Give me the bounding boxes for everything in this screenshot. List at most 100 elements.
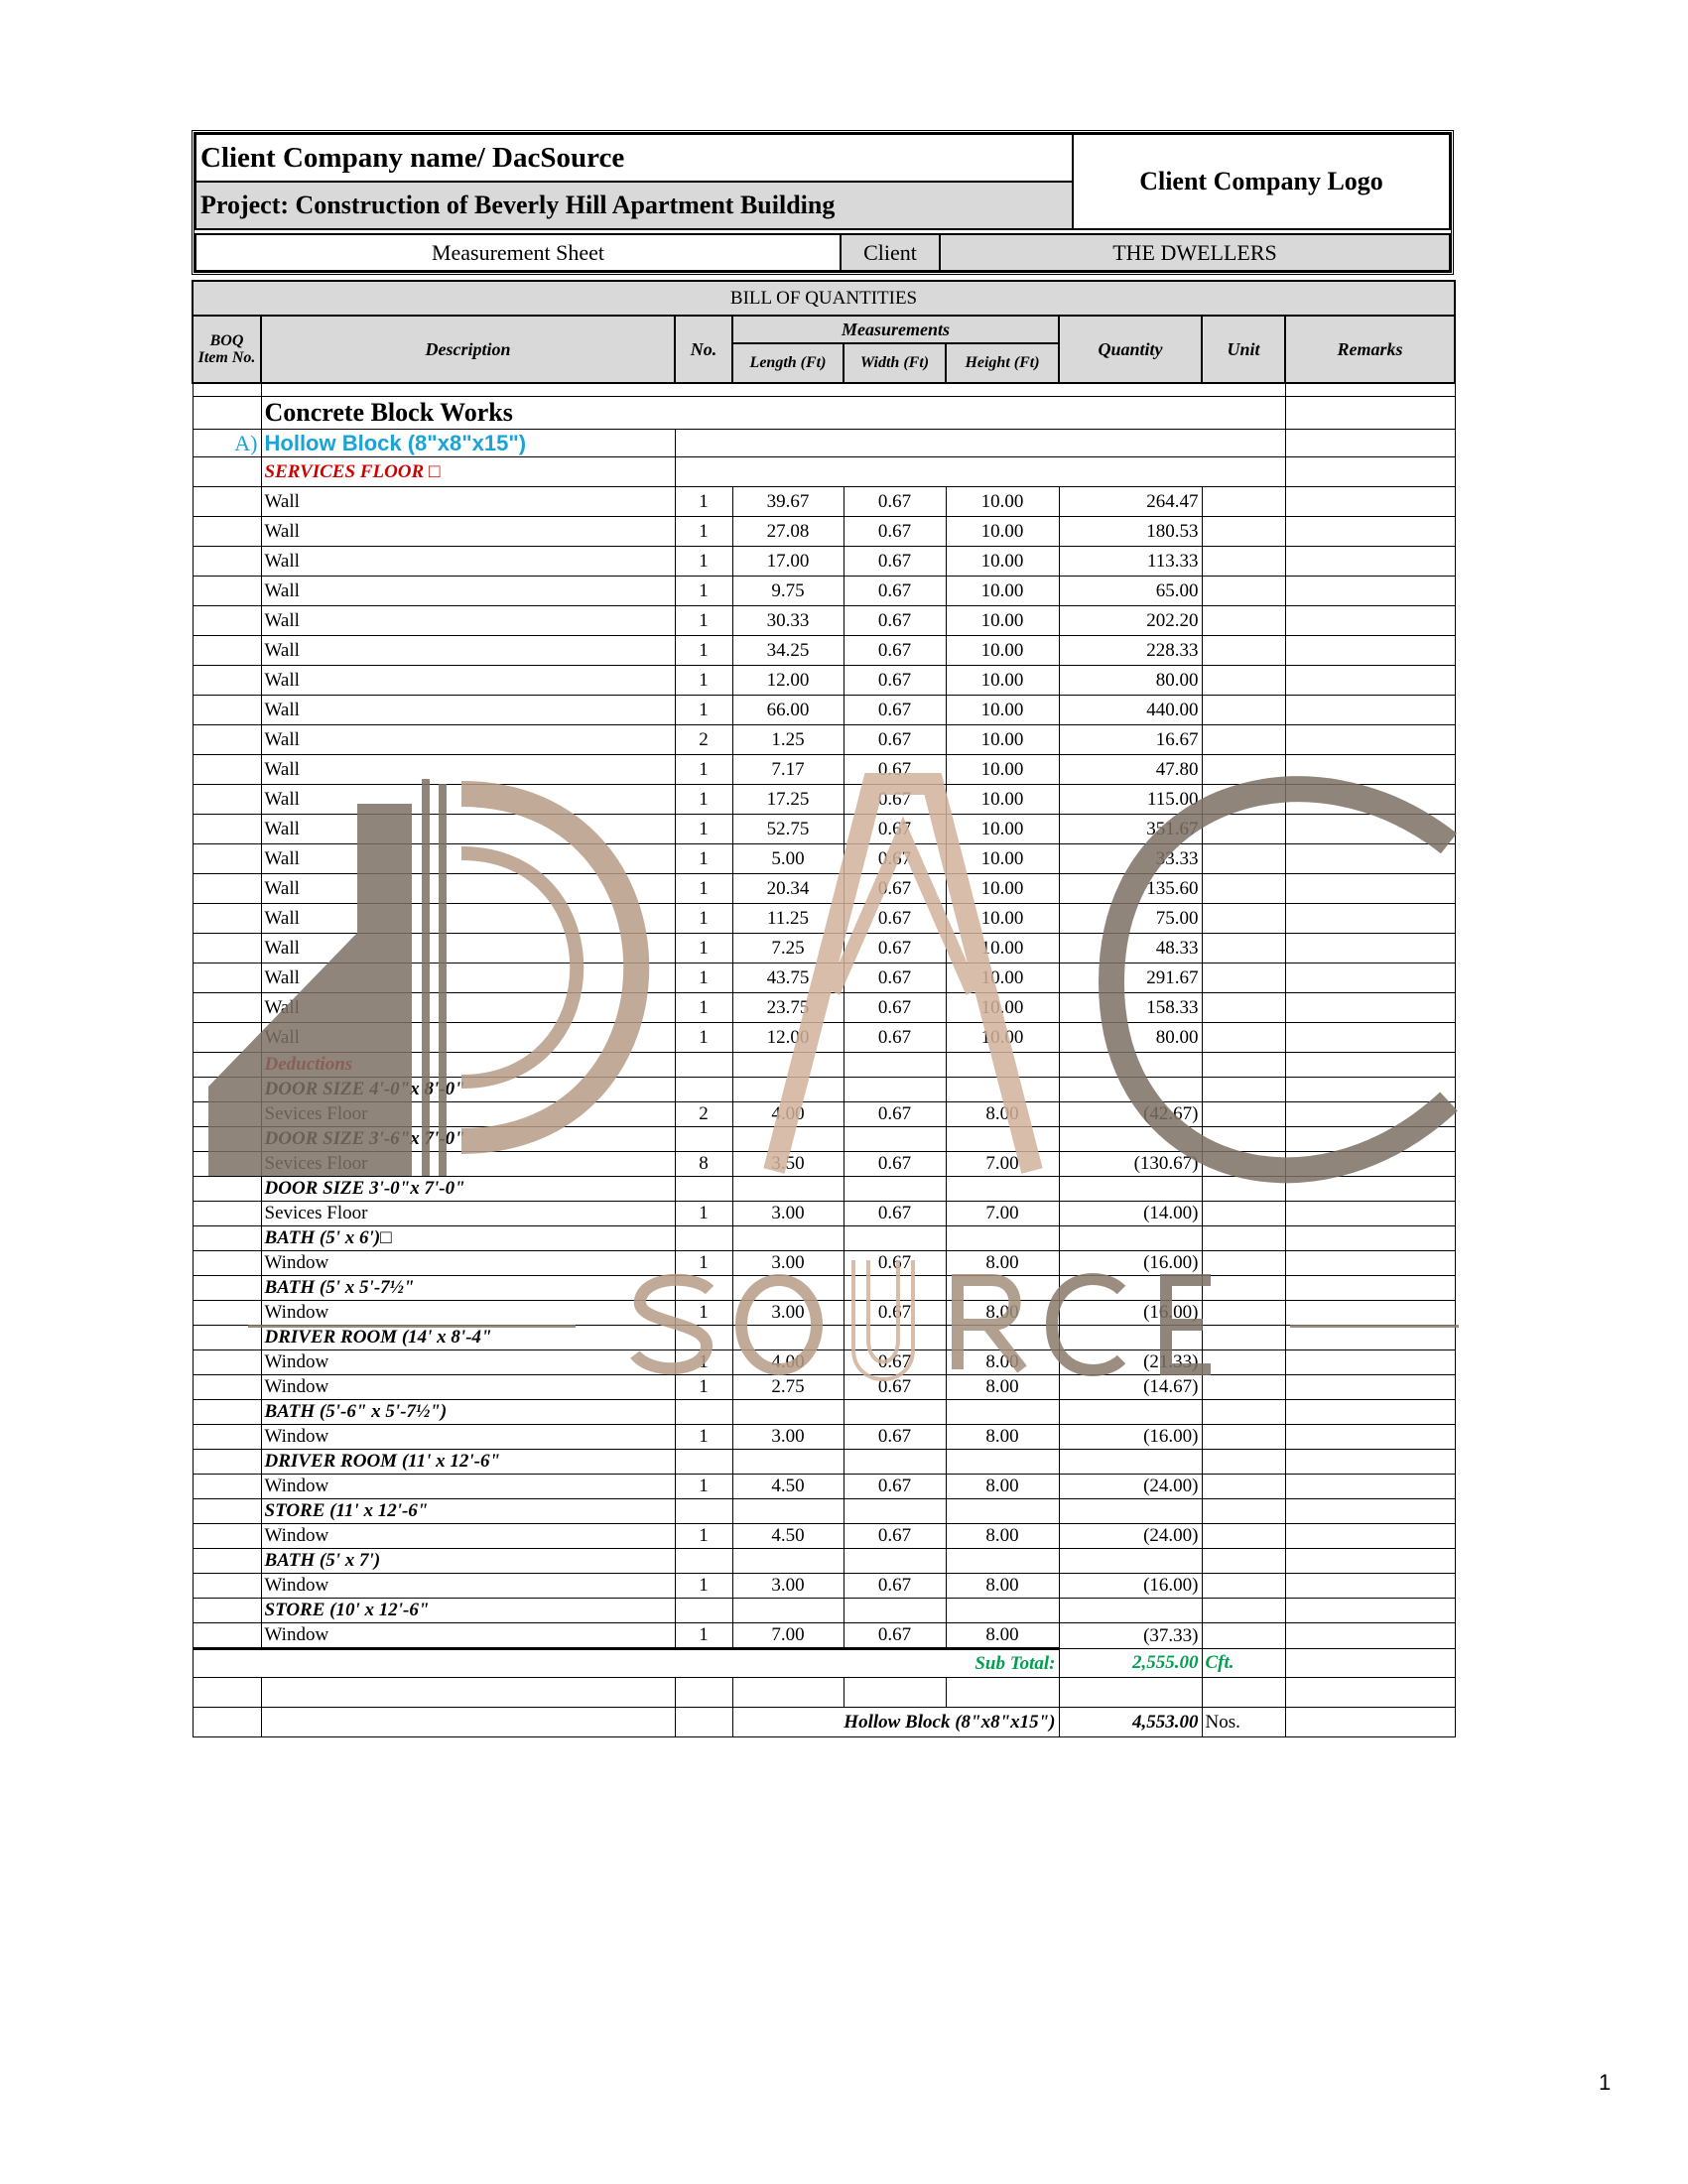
cell-length <box>731 1275 844 1301</box>
cell-width: 0.67 <box>843 576 947 606</box>
cell-remarks <box>1284 1399 1456 1425</box>
cell-height: 10.00 <box>945 963 1060 993</box>
cell-length: 3.00 <box>731 1300 844 1326</box>
cell-length: 34.25 <box>731 635 844 666</box>
cell-quantity: 440.00 <box>1058 695 1203 725</box>
cell-no: 1 <box>674 814 733 844</box>
row-description: Wall <box>260 546 676 577</box>
col-no: No. <box>674 315 733 384</box>
row-description: BATH (5' x 6')□ <box>260 1225 676 1251</box>
cell-quantity: (130.67) <box>1058 1151 1203 1177</box>
cell-height: 10.00 <box>945 695 1060 725</box>
cell-quantity <box>1058 1052 1203 1078</box>
cell-unit <box>1201 1498 1286 1524</box>
cell-width: 0.67 <box>843 1424 947 1450</box>
company-name: Client Company name/ DacSource <box>195 133 1074 183</box>
cell-unit <box>1201 695 1286 725</box>
cell-width: 0.67 <box>843 546 947 577</box>
cell-length: 12.00 <box>731 665 844 696</box>
cell-height: 8.00 <box>945 1349 1060 1375</box>
cell-quantity <box>1058 1598 1203 1623</box>
row-description: Window <box>260 1374 676 1400</box>
item-name: Hollow Block (8"x8"x15") <box>260 429 676 457</box>
cell-length: 7.25 <box>731 933 844 964</box>
cell-length: 12.00 <box>731 1022 844 1053</box>
cell-width: 0.67 <box>843 1101 947 1127</box>
cell-height: 10.00 <box>945 933 1060 964</box>
row-description: DOOR SIZE 3'-0"x 7'-0" <box>260 1176 676 1202</box>
cell-remarks <box>1284 933 1456 964</box>
row-description: Sevices Floor <box>260 1151 676 1177</box>
cell-no: 2 <box>674 724 733 755</box>
cell-quantity: (16.00) <box>1058 1300 1203 1326</box>
cell-unit <box>1201 1022 1286 1053</box>
cell-quantity <box>1058 1275 1203 1301</box>
cell-width: 0.67 <box>843 1374 947 1400</box>
cell-width: 0.67 <box>843 516 947 547</box>
cell-height <box>945 1275 1060 1301</box>
cell-length <box>731 1399 844 1425</box>
row-description: Sevices Floor <box>260 1101 676 1127</box>
cell-unit <box>1201 1077 1286 1102</box>
cell-remarks <box>1284 1424 1456 1450</box>
cell-remarks <box>1284 903 1456 934</box>
row-description: Wall <box>260 754 676 785</box>
sheet-title: Measurement Sheet <box>195 233 842 272</box>
cell-no: 1 <box>674 873 733 904</box>
cell-unit <box>1201 1275 1286 1301</box>
cell-no <box>674 1498 733 1524</box>
project-title: Project: Construction of Beverly Hill Ap… <box>195 181 1074 230</box>
cell-unit <box>1201 1325 1286 1350</box>
cell-remarks <box>1284 1022 1456 1053</box>
row-description: Window <box>260 1622 676 1649</box>
table-row: Window 1 3.00 0.67 8.00 (16.00) <box>192 1300 1456 1326</box>
table-row: Wall 1 52.75 0.67 10.00 351.67 <box>192 814 1456 844</box>
cell-quantity: (42.67) <box>1058 1101 1203 1127</box>
client-name: THE DWELLERS <box>939 233 1451 272</box>
cell-remarks <box>1284 963 1456 993</box>
cell-quantity: 65.00 <box>1058 576 1203 606</box>
cell-unit <box>1201 1052 1286 1078</box>
row-description: Wall <box>260 605 676 636</box>
cell-width <box>843 1548 947 1574</box>
cell-unit <box>1201 1424 1286 1450</box>
cell-length: 23.75 <box>731 992 844 1023</box>
cell-quantity: 180.53 <box>1058 516 1203 547</box>
cell-no: 1 <box>674 546 733 577</box>
cell-unit <box>1201 1399 1286 1425</box>
cell-width: 0.67 <box>843 1201 947 1226</box>
cell-quantity: (24.00) <box>1058 1474 1203 1499</box>
row-description: Window <box>260 1349 676 1375</box>
table-row: Wall 1 27.08 0.67 10.00 180.53 <box>192 516 1456 547</box>
cell-remarks <box>1284 456 1456 487</box>
col-remarks: Remarks <box>1283 315 1457 384</box>
cell-length: 4.50 <box>731 1474 844 1499</box>
cell-height <box>945 1077 1060 1102</box>
cell-width <box>843 1598 947 1623</box>
cell-width: 0.67 <box>843 1573 947 1599</box>
cell-length: 3.50 <box>731 1151 844 1177</box>
cell-width: 0.67 <box>843 1151 947 1177</box>
cell-remarks <box>1284 1573 1456 1599</box>
row-description: Wall <box>260 695 676 725</box>
cell-length: 27.08 <box>731 516 844 547</box>
cell-remarks <box>1284 576 1456 606</box>
row-description: Wall <box>260 724 676 755</box>
row-description: Window <box>260 1573 676 1599</box>
cell-unit <box>1201 754 1286 785</box>
total-value: 4,553.00 <box>1058 1707 1203 1737</box>
row-description: Wall <box>260 1022 676 1053</box>
col-length: Length (Ft) <box>731 342 844 384</box>
cell-height <box>945 1052 1060 1078</box>
table-row: Wall 1 12.00 0.67 10.00 80.00 <box>192 665 1456 696</box>
cell-unit <box>1201 1573 1286 1599</box>
cell-remarks <box>1284 873 1456 904</box>
sheet-header: Client Company name/ DacSource Client Co… <box>192 130 1454 275</box>
cell-remarks <box>1284 486 1456 517</box>
cell-height: 10.00 <box>945 784 1060 815</box>
table-row: Wall 1 7.17 0.67 10.00 47.80 <box>192 754 1456 785</box>
cell-remarks <box>1284 1176 1456 1202</box>
cell-height: 10.00 <box>945 516 1060 547</box>
table-row: Window 1 7.00 0.67 8.00 (37.33) <box>192 1622 1456 1649</box>
row-description: Wall <box>260 635 676 666</box>
